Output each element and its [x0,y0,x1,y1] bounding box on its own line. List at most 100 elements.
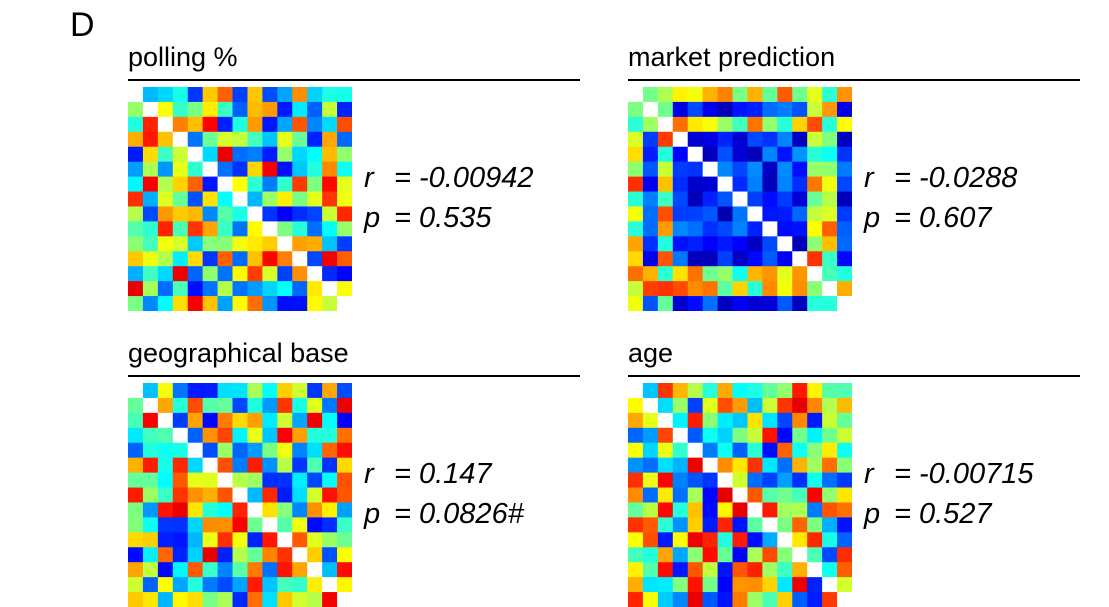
heatmap-cell [128,562,144,578]
heatmap-diagonal-cell [142,101,159,118]
heatmap-diagonal-cell [628,87,644,103]
heatmap-diagonal-cell [262,517,278,533]
heatmap-cell [322,532,338,548]
heatmap-cell [732,251,748,267]
heatmap-cell [142,296,159,311]
heatmap-cell [792,472,808,488]
heatmap-cell [232,547,248,563]
heatmap-diagonal-cell [172,131,189,148]
heatmap-cell [657,517,674,533]
title-underline [128,375,580,377]
heatmap-cell [837,206,852,222]
heatmap-cell [628,412,644,429]
heatmap-cell [142,487,159,503]
heatmap-cell [657,502,674,518]
heatmap-cell [628,442,644,459]
heatmap-cell [807,532,823,548]
heatmap-cell [628,502,644,518]
heatmap-cell [702,532,718,548]
heatmap-cell [657,176,674,192]
heatmap-cell [292,296,308,311]
heatmap-cell [172,397,189,414]
heatmap-cell [262,176,278,192]
heatmap-cell [628,266,644,282]
heatmap-cell [687,562,704,578]
heatmap-cell [822,176,838,192]
heatmap-cell [628,116,644,133]
heatmap-diagonal-cell [702,161,718,177]
heatmap-cell [292,87,308,103]
heatmap-cell [247,517,263,533]
stats-block: r = 0.147 p = 0.0826# [364,454,524,534]
heatmap-cell [822,266,838,282]
heatmap-diagonal-cell [642,397,659,414]
heatmap-cell [777,176,793,192]
heatmap-cell [642,266,659,282]
heatmap-diagonal-cell [717,176,733,192]
heatmap-cell [628,206,644,222]
stats-block: r = -0.00942 p = 0.535 [364,158,533,238]
heatmap-cell [642,146,659,163]
heatmap-cell [217,206,233,222]
heatmap-cell [732,236,748,252]
heatmap-cell [777,562,793,578]
heatmap-cell [717,383,733,399]
heatmap-cell [292,116,308,133]
heatmap-cell [247,412,263,429]
heatmap-cell [792,266,808,282]
heatmap-cell [822,517,838,533]
heatmap-cell [202,562,218,578]
heatmap-cell [822,236,838,252]
heatmap-cell [822,562,838,578]
heatmap-cell [277,412,293,429]
heatmap-cell [642,87,659,103]
heatmap-cell [807,472,823,488]
heatmap-diagonal-cell [157,116,174,133]
heatmap-cell [142,87,159,103]
heatmap-cell [262,547,278,563]
heatmap-cell [762,487,778,503]
heatmap-cell [717,427,733,444]
heatmap-cell [747,101,763,118]
heatmap-cell [337,502,352,518]
heatmap-cell [128,502,144,518]
heatmap-cell [777,87,793,103]
heatmap-cell [322,562,338,578]
heatmap-cell [322,236,338,252]
r-value: = -0.00715 [894,458,1034,490]
heatmap-diagonal-cell [247,206,263,222]
heatmap-cell [822,101,838,118]
heatmap-cell [128,281,144,297]
heatmap-cell [247,221,263,237]
r-line: r = -0.00942 [364,158,533,198]
heatmap-cell [232,251,248,267]
heatmap-cell [322,87,338,103]
heatmap-cell [307,487,323,503]
heatmap-cell [172,472,189,488]
heatmap-cell [762,577,778,593]
heatmap-cell [822,397,838,414]
heatmap-cell [747,412,763,429]
heatmap-diagonal-cell [687,442,704,459]
heatmap-cell [157,397,174,414]
heatmap-cell [657,281,674,297]
heatmap-cell [128,532,144,548]
heatmap-cell [202,592,218,607]
heatmap-cell [128,487,144,503]
heatmap-diagonal-cell [277,236,293,252]
heatmap-cell [172,191,189,207]
heatmap-cell [292,427,308,444]
heatmap-cell [777,281,793,297]
heatmap-cell [628,577,644,593]
heatmap-cell [187,206,204,222]
heatmap-cell [232,87,248,103]
heatmap-cell [202,176,218,192]
heatmap-cell [747,296,763,311]
heatmap-cell [337,266,352,282]
heatmap-cell [702,427,718,444]
heatmap-market-prediction [628,87,852,311]
heatmap-cell [747,176,763,192]
heatmap-cell [337,472,352,488]
heatmap-cell [142,517,159,533]
heatmap-cell [292,146,308,163]
